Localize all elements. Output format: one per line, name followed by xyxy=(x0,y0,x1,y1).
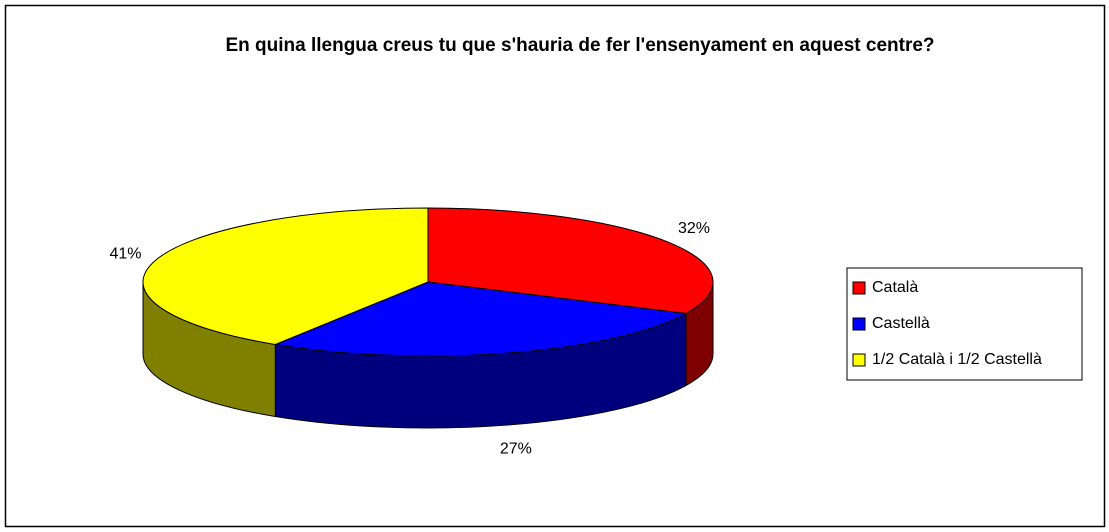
chart-title: En quina llengua creus tu que s'hauria d… xyxy=(225,35,935,56)
legend-swatch xyxy=(852,281,866,295)
pie-slice xyxy=(142,207,429,345)
pie-slice xyxy=(427,207,714,315)
legend-box xyxy=(846,267,1083,381)
legend-label: 1/2 Català i 1/2 Castellà xyxy=(872,351,1042,368)
data-label: 41% xyxy=(109,246,141,263)
legend-swatch xyxy=(852,317,866,331)
data-label: 27% xyxy=(500,440,532,457)
pie-slice xyxy=(273,281,688,357)
legend-swatch xyxy=(852,353,866,367)
legend-label: Català xyxy=(872,279,918,296)
data-label: 32% xyxy=(678,220,710,237)
legend-label: Castellà xyxy=(872,315,930,332)
